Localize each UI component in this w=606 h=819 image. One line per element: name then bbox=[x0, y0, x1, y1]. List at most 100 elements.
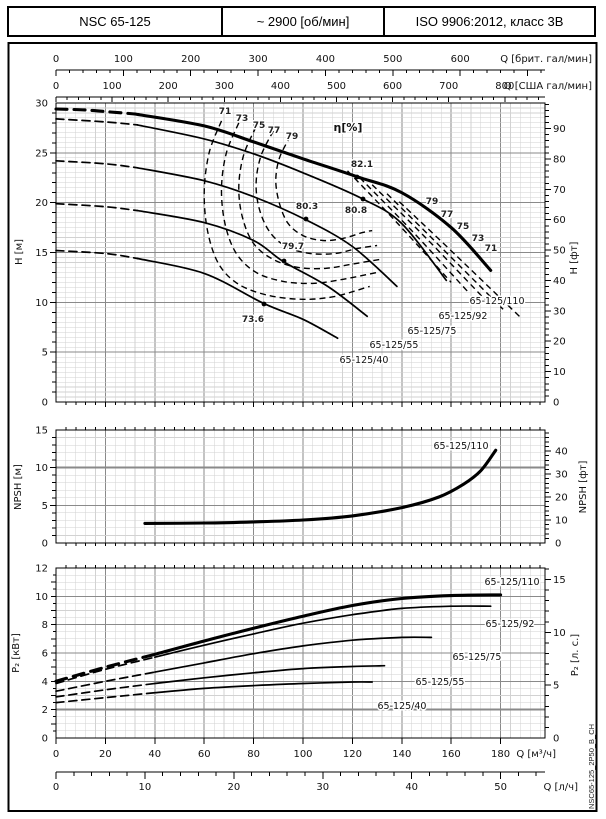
efficiency-contour-77 bbox=[255, 130, 378, 255]
efficiency-contour-73 bbox=[220, 122, 378, 285]
brit-gpm-tick-label: 200 bbox=[181, 54, 200, 65]
efficiency-label: 71 bbox=[485, 244, 498, 254]
p2-kw-tick-label: 2 bbox=[42, 705, 48, 716]
q-l-tick-label: 30 bbox=[316, 782, 329, 793]
curve-label-65-125-40: 65-125/40 bbox=[378, 701, 427, 712]
us-gpm-tick-label: 200 bbox=[159, 81, 178, 92]
us-gpm-tick-label: 300 bbox=[215, 81, 234, 92]
h-m-tick-label: 5 bbox=[42, 348, 48, 359]
q-m3h-tick-label: 140 bbox=[392, 749, 411, 760]
bep-label: 79.7 bbox=[282, 242, 304, 252]
pump-model: NSC 65-125 bbox=[79, 14, 151, 29]
figure-frame bbox=[7, 42, 598, 812]
q-m3h-tick-label: 60 bbox=[198, 749, 211, 760]
q-m3h-tick-label: 160 bbox=[442, 749, 461, 760]
h-m-tick-label: 10 bbox=[35, 298, 48, 309]
p2-kw-axis-title: P₂ [кВт] bbox=[11, 633, 22, 673]
q-m3h-tick-label: 40 bbox=[148, 749, 161, 760]
q-m3h-axis-title: Q [м³/ч] bbox=[516, 749, 556, 760]
h-ft-tick-label: 0 bbox=[553, 398, 559, 409]
q-l-tick-label: 20 bbox=[227, 782, 240, 793]
bep-dot-80.8 bbox=[360, 196, 366, 202]
bep-dot-79.7 bbox=[281, 258, 287, 264]
curve-65-125-92 bbox=[153, 605, 492, 659]
us-gpm-tick-label: 800 bbox=[495, 81, 514, 92]
q-l-tick-label: 40 bbox=[405, 782, 418, 793]
efficiency-contour-75 bbox=[238, 126, 380, 270]
curve-label-65-125-75: 65-125/75 bbox=[453, 652, 502, 663]
npsh-ft-tick-label: 0 bbox=[555, 539, 561, 550]
grid-layer bbox=[56, 103, 545, 738]
bep-dot-80.3 bbox=[303, 216, 309, 222]
plot-frame bbox=[55, 429, 546, 544]
curve-65-125-40 bbox=[153, 681, 374, 694]
axis-ticks bbox=[50, 69, 551, 779]
curve-label-65-125-75: 65-125/75 bbox=[408, 326, 457, 337]
q-l-tick-label: 0 bbox=[53, 782, 59, 793]
h-m-tick-label: 30 bbox=[35, 98, 48, 109]
p2-hp-tick-label: 10 bbox=[553, 628, 566, 639]
curve-65-125-92 bbox=[136, 124, 448, 282]
curve-label-65-125-92: 65-125/92 bbox=[439, 311, 488, 322]
curve-label-65-125-40: 65-125/40 bbox=[340, 355, 389, 366]
q-m3h-tick-label: 80 bbox=[247, 749, 260, 760]
p2-hp-tick-label: 5 bbox=[553, 681, 559, 692]
q-m3h-tick-label: 100 bbox=[293, 749, 312, 760]
p2-kw-tick-label: 6 bbox=[42, 648, 48, 659]
curve-65-125-92-dashed bbox=[55, 656, 156, 685]
curve-65-125-110 bbox=[153, 593, 503, 656]
curve-label-65-125-110: 65-125/110 bbox=[485, 577, 540, 588]
h-ft-tick-label: 90 bbox=[553, 124, 566, 135]
us-gpm-tick-label: 0 bbox=[53, 81, 59, 92]
bep-label: 82.1 bbox=[351, 160, 373, 170]
bep-label: 73.6 bbox=[242, 315, 264, 325]
p2-kw-tick-label: 4 bbox=[42, 677, 48, 688]
efficiency-contour-75 bbox=[371, 184, 487, 301]
npsh-ft-tick-label: 40 bbox=[555, 447, 568, 458]
test-standard: ISO 9906:2012, класс 3В bbox=[415, 14, 564, 29]
efficiency-label: 79 bbox=[286, 132, 299, 142]
brit-gpm-tick-label: 600 bbox=[451, 54, 470, 65]
p2-hp-tick-label: 15 bbox=[553, 575, 566, 586]
h-ft-tick-label: 70 bbox=[553, 185, 566, 196]
bep-label: 80.3 bbox=[296, 202, 318, 212]
h-m-tick-label: 0 bbox=[42, 398, 48, 409]
us-gpm-tick-label: 100 bbox=[103, 81, 122, 92]
h-m-tick-label: 15 bbox=[35, 248, 48, 259]
efficiency-label: 71 bbox=[219, 107, 232, 117]
npsh-ft-tick-label: 20 bbox=[555, 493, 568, 504]
efficiency-label: 73 bbox=[472, 234, 485, 244]
q-m3h-tick-label: 0 bbox=[53, 749, 59, 760]
p2-kw-tick-label: 8 bbox=[42, 620, 48, 631]
h-ft-tick-label: 10 bbox=[553, 367, 566, 378]
curve-65-125-110-dashed bbox=[54, 652, 157, 683]
curve-label-65-125-55: 65-125/55 bbox=[370, 340, 419, 351]
npsh-ft-axis-title: NPSH [фт] bbox=[578, 461, 589, 514]
bep-label: 80.8 bbox=[345, 206, 367, 216]
curve-label-65-125-92: 65-125/92 bbox=[486, 619, 535, 630]
h-ft-tick-label: 40 bbox=[553, 276, 566, 287]
curve-65-125-110-dashed bbox=[54, 107, 137, 116]
brit-gpm-tick-label: 500 bbox=[383, 54, 402, 65]
brit-gpm-tick-label: 300 bbox=[249, 54, 268, 65]
h-ft-axis-title: H [фт] bbox=[569, 241, 580, 274]
npsh-m-tick-label: 5 bbox=[42, 501, 48, 512]
q-l-axis-title: Q [л/ч] bbox=[543, 782, 578, 793]
p2-hp-axis-title: P₂ [л. с.] bbox=[570, 634, 581, 677]
h-ft-tick-label: 50 bbox=[553, 246, 566, 257]
efficiency-label: 75 bbox=[253, 121, 266, 131]
us-gpm-tick-label: 400 bbox=[271, 81, 290, 92]
q-l-tick-label: 10 bbox=[139, 782, 152, 793]
q-m3h-tick-label: 180 bbox=[491, 749, 510, 760]
efficiency-contour-77 bbox=[359, 177, 470, 293]
us-gpm-axis-title: Q [США гал/мин] bbox=[504, 81, 592, 92]
curve-65-125-75 bbox=[153, 636, 433, 673]
h-m-tick-label: 25 bbox=[35, 148, 48, 159]
h-m-tick-label: 20 bbox=[35, 198, 48, 209]
curve-65-125-55 bbox=[153, 664, 386, 685]
efficiency-label: 79 bbox=[426, 197, 439, 207]
us-gpm-tick-label: 700 bbox=[439, 81, 458, 92]
efficiency-contours bbox=[203, 120, 521, 318]
h-ft-tick-label: 30 bbox=[553, 306, 566, 317]
q-l-tick-label: 50 bbox=[494, 782, 507, 793]
